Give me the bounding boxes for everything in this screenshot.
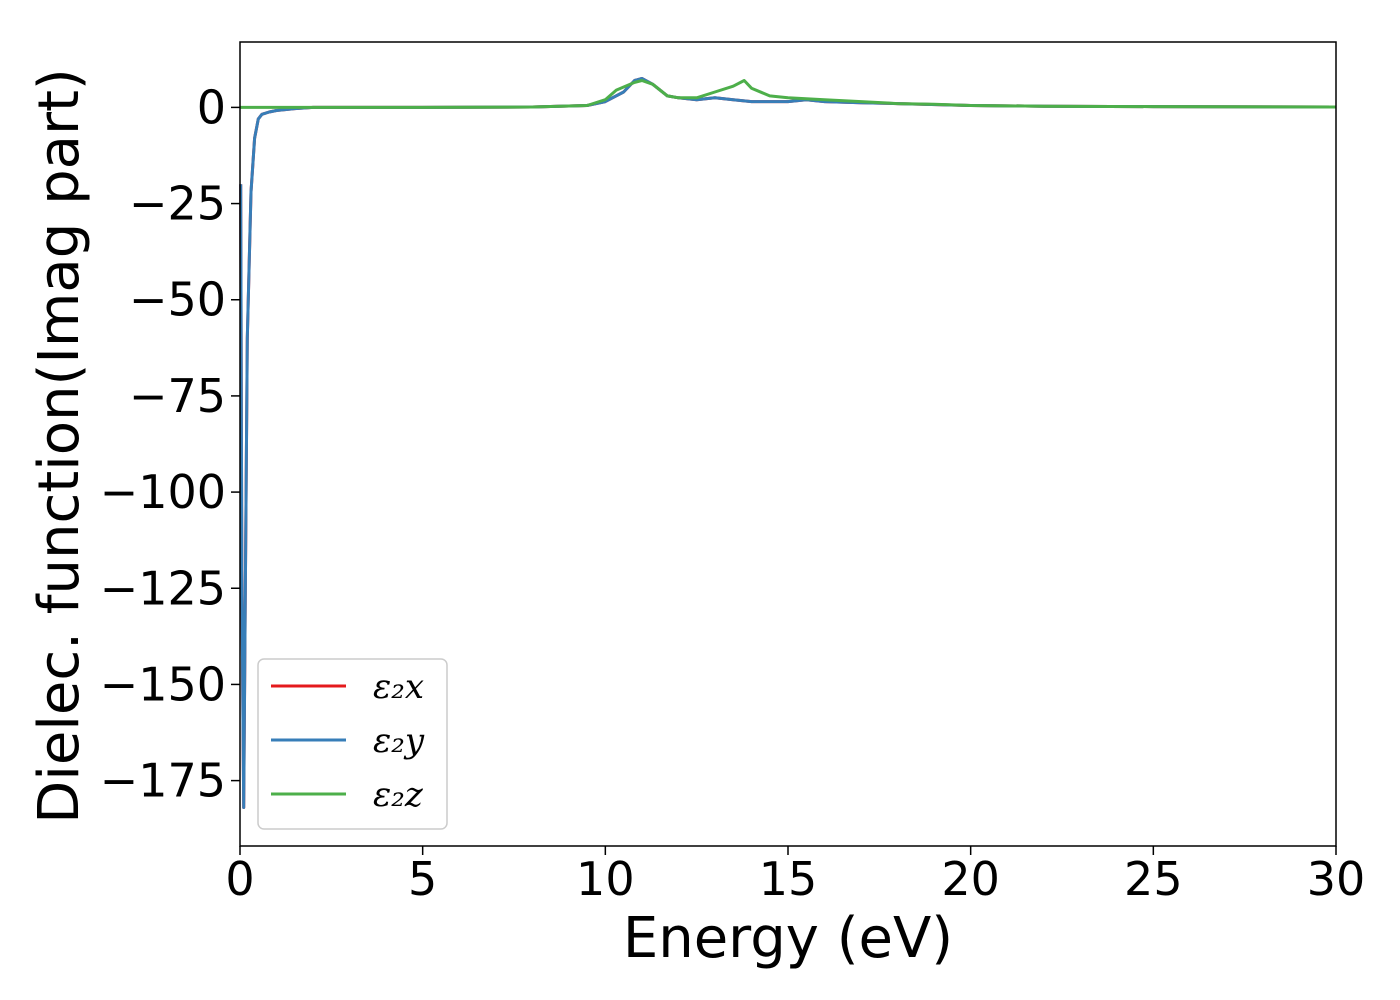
x-axis-title: Energy (eV) [623,906,953,971]
x-tick-label: 5 [408,852,437,906]
x-tick-label: 20 [941,852,1000,906]
x-tick-label: 15 [759,852,818,906]
x-axis-ticks: 0 5 10 15 20 25 30 [225,846,1365,906]
series-line-2 [240,79,1337,109]
x-tick-label: 30 [1307,852,1366,906]
legend-label-1: ε₂y [373,721,425,761]
x-tick-label: 0 [225,852,254,906]
x-tick-label: 25 [1124,852,1183,906]
legend: ε₂x ε₂y ε₂z [257,658,448,830]
plot-area [239,77,1337,809]
legend-label-2: ε₂z [373,775,424,815]
y-tick-label: −100 [100,465,226,519]
y-tick-label: −75 [129,369,226,423]
y-tick-label: 0 [197,80,226,134]
y-tick-label: −175 [100,754,226,808]
plot-frame [239,41,1337,847]
legend-box [257,658,448,830]
x-tick-label: 10 [576,852,635,906]
y-axis-title: Dielec. function(Imag part) [27,68,92,824]
y-tick-label: −50 [129,273,226,327]
y-tick-label: −150 [100,657,226,711]
y-tick-label: −25 [129,177,226,231]
legend-label-0: ε₂x [373,667,424,707]
y-tick-label: −125 [100,561,226,615]
y-axis-ticks: 0 −25 −50 −75 −100 −125 −150 −175 [100,80,240,808]
